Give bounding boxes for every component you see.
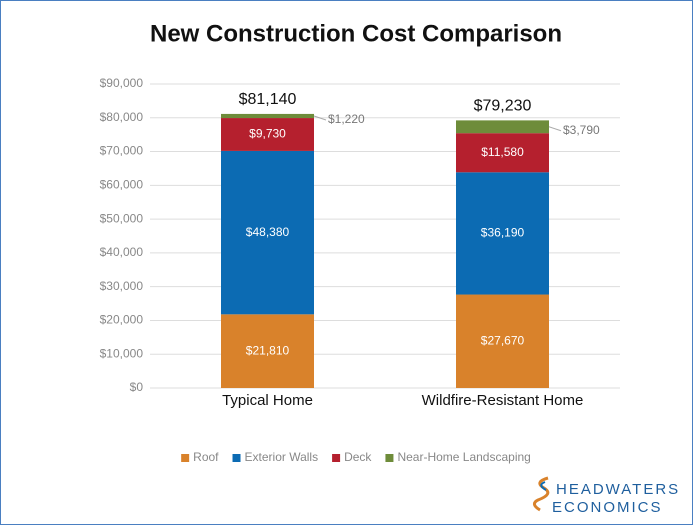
chart-title: New Construction Cost Comparison xyxy=(150,20,562,47)
y-tick-label: $70,000 xyxy=(100,144,144,158)
data-label: $21,810 xyxy=(246,343,290,357)
x-tick-label: Wildfire-Resistant Home xyxy=(422,392,584,409)
y-tick-label: $30,000 xyxy=(100,279,144,293)
total-label: $81,140 xyxy=(239,91,297,108)
legend-label: Deck xyxy=(344,450,372,464)
data-label: $3,790 xyxy=(563,123,600,137)
data-label: $48,380 xyxy=(246,225,290,239)
y-tick-label: $80,000 xyxy=(100,110,144,124)
legend-label: Near-Home Landscaping xyxy=(397,450,530,464)
logo-icon xyxy=(533,476,550,512)
bar-segment xyxy=(456,294,549,388)
bar-segment xyxy=(221,314,314,388)
data-label: $9,730 xyxy=(249,127,286,141)
y-tick-label: $0 xyxy=(130,380,144,394)
bar-segment xyxy=(456,172,549,295)
y-tick-label: $90,000 xyxy=(100,76,144,90)
legend-swatch xyxy=(232,454,241,462)
legend-swatch xyxy=(332,454,341,462)
leader-line xyxy=(548,126,562,132)
logo-text: HEADWATERS xyxy=(556,481,680,498)
y-tick-label: $20,000 xyxy=(100,313,144,327)
data-label: $36,190 xyxy=(481,226,525,240)
bar-segment xyxy=(221,118,314,151)
x-tick-label: Typical Home xyxy=(222,392,313,409)
logo-icon xyxy=(540,481,547,491)
logo-text: ECONOMICS xyxy=(552,499,663,516)
legend-swatch xyxy=(181,454,190,462)
legend-swatch xyxy=(385,454,394,462)
legend-label: Roof xyxy=(193,450,219,464)
y-tick-label: $60,000 xyxy=(100,178,144,192)
bar-segment xyxy=(221,150,314,315)
data-label: $27,670 xyxy=(481,333,525,347)
total-label: $79,230 xyxy=(474,98,532,115)
leader-line xyxy=(313,115,327,121)
y-tick-label: $50,000 xyxy=(100,211,144,225)
bar-segment xyxy=(456,120,549,134)
bar-segment xyxy=(456,133,549,173)
y-tick-label: $10,000 xyxy=(100,346,144,360)
bar-segment xyxy=(221,113,314,119)
data-label: $11,580 xyxy=(481,145,524,159)
data-label: $1,220 xyxy=(328,112,365,126)
logo: HEADWATERS ECONOMICS xyxy=(533,476,680,516)
y-tick-label: $40,000 xyxy=(100,245,144,259)
legend-label: Exterior Walls xyxy=(245,450,319,464)
